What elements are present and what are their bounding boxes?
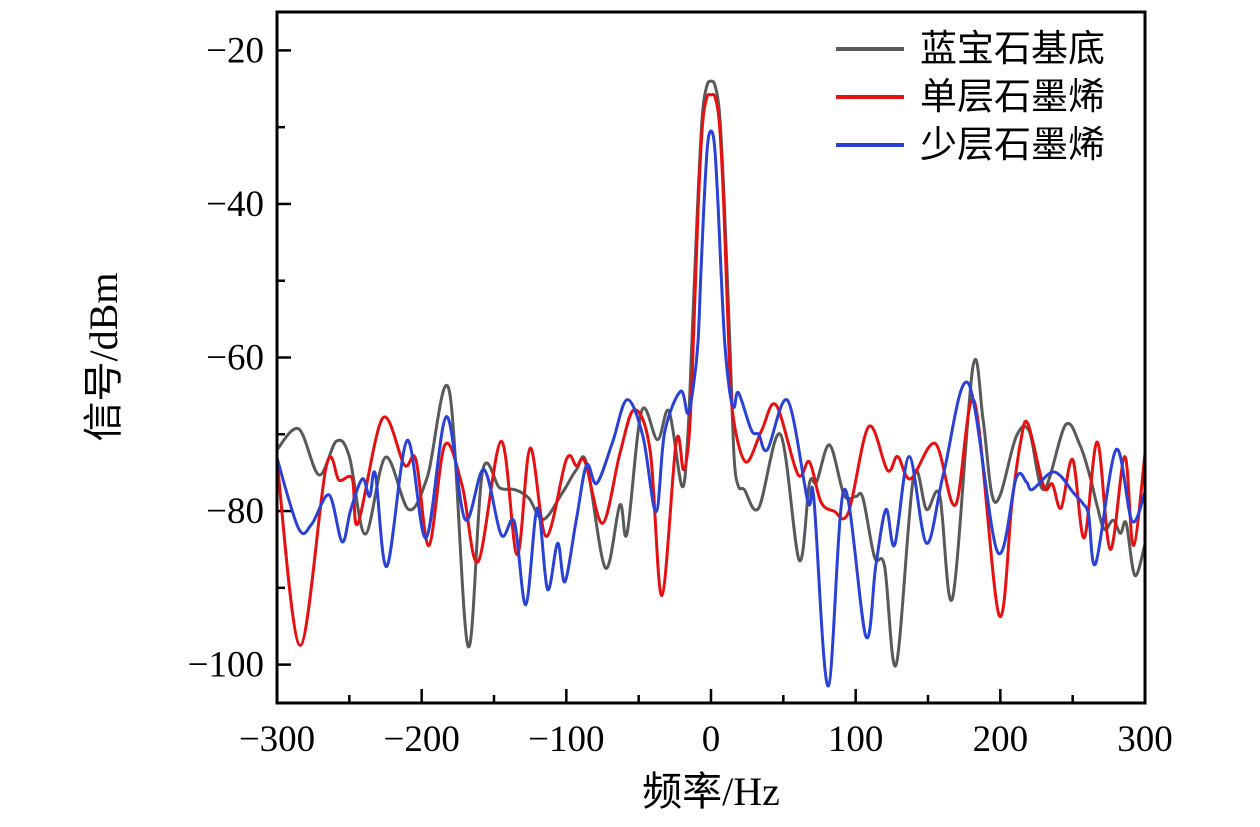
legend-line-gray (836, 47, 904, 51)
x-tick-label: 300 (1117, 719, 1173, 760)
y-axis-label: 信号/dBm (81, 272, 126, 442)
plot-frame (275, 10, 1147, 705)
curve-单层石墨烯 (277, 92, 1145, 647)
legend-item-sapphire-substrate: 蓝宝石基底 (836, 25, 1105, 73)
y-tick-label: −20 (206, 30, 264, 71)
legend-line-red (836, 95, 904, 99)
y-tick-label: −80 (206, 491, 264, 532)
legend-label: 单层石墨烯 (920, 76, 1105, 118)
x-tick-label: 0 (702, 719, 721, 760)
x-tick-label: 100 (828, 719, 884, 760)
y-tick-label: −60 (206, 338, 264, 379)
legend-item-fewlayer-graphene: 少层石墨烯 (836, 121, 1105, 169)
x-tick-label: −100 (528, 719, 604, 760)
x-tick-label: −300 (239, 719, 315, 760)
x-axis-label: 频率/Hz (642, 769, 780, 814)
y-tick-label: −40 (206, 184, 264, 225)
legend-line-blue (836, 143, 904, 147)
legend-label: 蓝宝石基底 (920, 28, 1105, 70)
x-tick-label: 200 (973, 719, 1029, 760)
legend-label: 少层石墨烯 (920, 124, 1105, 166)
curve-少层石墨烯 (277, 129, 1145, 688)
legend: 蓝宝石基底 单层石墨烯 少层石墨烯 (836, 25, 1105, 169)
legend-item-monolayer-graphene: 单层石墨烯 (836, 73, 1105, 121)
x-tick-label: −200 (383, 719, 459, 760)
y-tick-label: −100 (188, 645, 264, 686)
